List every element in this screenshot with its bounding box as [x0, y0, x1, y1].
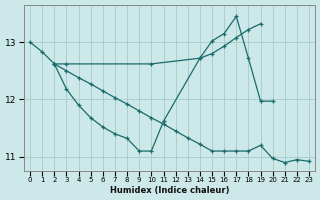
- X-axis label: Humidex (Indice chaleur): Humidex (Indice chaleur): [110, 186, 229, 195]
